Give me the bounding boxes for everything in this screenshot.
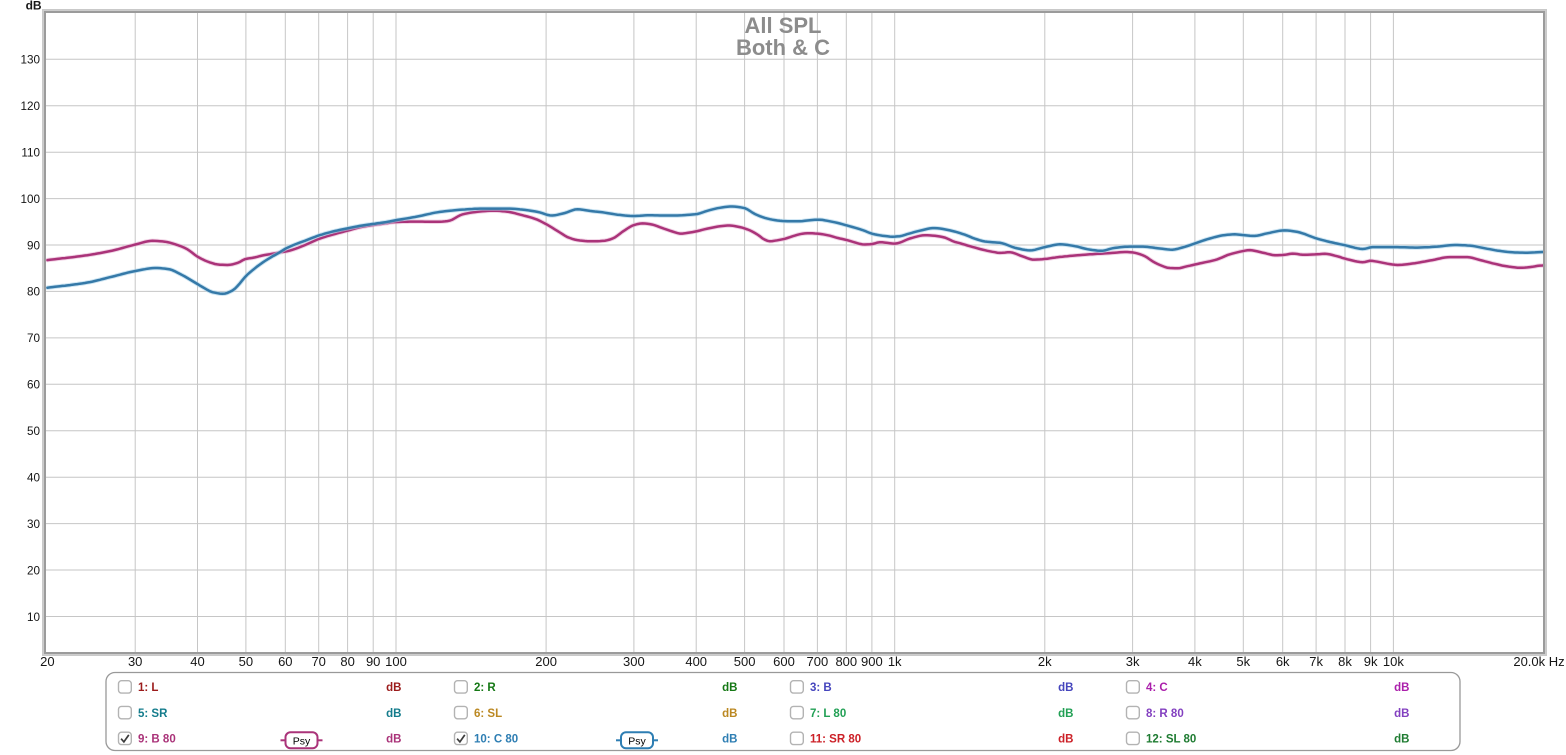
svg-text:dB: dB (1058, 708, 1073, 720)
svg-text:200: 200 (535, 654, 557, 669)
svg-text:400: 400 (685, 654, 707, 669)
svg-text:80: 80 (340, 654, 354, 669)
svg-text:dB: dB (1394, 734, 1409, 746)
svg-text:3: B: 3: B (810, 682, 832, 694)
svg-text:50: 50 (27, 425, 41, 438)
svg-text:800: 800 (835, 654, 857, 669)
svg-text:700: 700 (807, 654, 829, 669)
svg-text:30: 30 (128, 654, 142, 669)
svg-text:8k: 8k (1338, 654, 1352, 669)
svg-text:90: 90 (366, 654, 380, 669)
svg-text:dB: dB (722, 682, 737, 694)
svg-text:dB: dB (1058, 682, 1073, 694)
svg-text:dB: dB (722, 734, 737, 746)
svg-text:70: 70 (27, 332, 41, 345)
svg-text:2: R: 2: R (474, 682, 496, 694)
svg-text:60: 60 (278, 654, 292, 669)
svg-text:90: 90 (27, 239, 41, 252)
svg-text:Psy: Psy (293, 735, 311, 747)
svg-text:120: 120 (20, 100, 40, 113)
svg-text:10: 10 (27, 611, 41, 624)
svg-text:1: L: 1: L (138, 682, 158, 694)
svg-text:7k: 7k (1309, 654, 1323, 669)
svg-text:12: SL 80: 12: SL 80 (1146, 734, 1196, 746)
svg-text:dB: dB (386, 734, 401, 746)
svg-text:30: 30 (27, 518, 41, 531)
svg-text:40: 40 (190, 654, 204, 669)
svg-text:50: 50 (239, 654, 253, 669)
svg-text:80: 80 (27, 286, 41, 299)
svg-text:20: 20 (27, 564, 41, 577)
svg-text:dB: dB (1058, 734, 1073, 746)
svg-text:dB: dB (1394, 708, 1409, 720)
svg-text:Psy: Psy (628, 735, 646, 747)
svg-text:7: L 80: 7: L 80 (810, 708, 846, 720)
svg-text:All SPL: All SPL (744, 13, 821, 38)
svg-text:110: 110 (21, 147, 40, 160)
svg-text:1k: 1k (888, 654, 902, 669)
svg-text:20: 20 (40, 654, 54, 669)
svg-text:dB: dB (386, 708, 401, 720)
svg-text:500: 500 (734, 654, 756, 669)
svg-text:11: SR 80: 11: SR 80 (810, 734, 861, 746)
svg-text:4k: 4k (1188, 654, 1202, 669)
svg-text:Both & C: Both & C (736, 35, 830, 60)
svg-text:5: SR: 5: SR (138, 708, 168, 720)
svg-text:dB: dB (1394, 682, 1409, 694)
svg-text:10: C 80: 10: C 80 (474, 734, 518, 746)
svg-text:300: 300 (623, 654, 645, 669)
svg-text:6: SL: 6: SL (474, 708, 502, 720)
svg-text:600: 600 (773, 654, 795, 669)
svg-text:6k: 6k (1276, 654, 1290, 669)
svg-text:100: 100 (385, 654, 407, 669)
svg-text:130: 130 (20, 54, 40, 67)
svg-text:100: 100 (20, 193, 40, 206)
svg-text:3k: 3k (1126, 654, 1140, 669)
svg-text:20.0k Hz: 20.0k Hz (1513, 654, 1564, 669)
svg-text:5k: 5k (1236, 654, 1250, 669)
svg-text:9: B 80: 9: B 80 (138, 734, 176, 746)
svg-text:60: 60 (27, 379, 41, 392)
svg-text:9k: 9k (1364, 654, 1378, 669)
svg-text:dB: dB (722, 708, 737, 720)
svg-text:dB: dB (386, 682, 401, 694)
svg-text:40: 40 (27, 472, 41, 485)
svg-text:8: R 80: 8: R 80 (1146, 708, 1184, 720)
svg-text:70: 70 (311, 654, 325, 669)
svg-text:2k: 2k (1038, 654, 1052, 669)
svg-text:10k: 10k (1383, 654, 1404, 669)
svg-text:900: 900 (861, 654, 883, 669)
svg-text:dB: dB (26, 0, 42, 13)
svg-text:4: C: 4: C (1146, 682, 1168, 694)
